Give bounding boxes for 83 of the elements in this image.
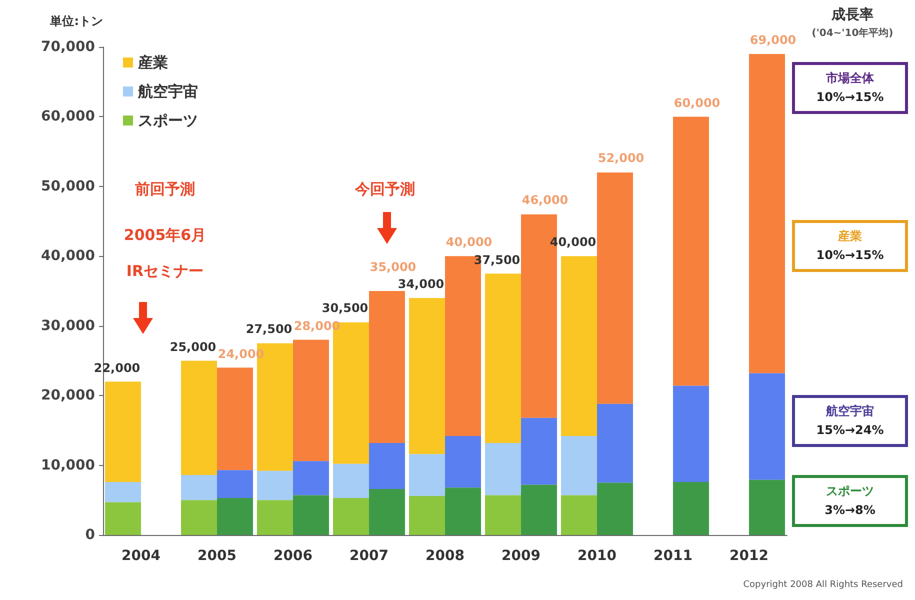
bar [333, 464, 369, 498]
y-tick-label: 70,000 [40, 39, 96, 55]
bar [369, 442, 405, 489]
bar [445, 436, 481, 488]
bar [749, 373, 785, 480]
annotation: 69,000 [748, 32, 798, 48]
bar [561, 436, 597, 496]
annotation: 34,000 [396, 276, 446, 292]
bar [485, 442, 521, 496]
bar [521, 418, 557, 485]
bar [333, 498, 369, 535]
bar [749, 54, 785, 374]
y-tick-label: 10,000 [40, 457, 96, 474]
bar [673, 116, 709, 386]
x-tick-label: 2006 [274, 548, 312, 564]
text: 産業 10%→15% [815, 228, 885, 264]
annotation: 今回予測 [354, 180, 416, 199]
bar [105, 482, 141, 502]
x-tick-label: 2010 [578, 548, 617, 564]
bar [749, 480, 785, 535]
x-tick-label: 2009 [502, 548, 540, 564]
bar [561, 495, 597, 535]
bar [217, 498, 253, 535]
y-tick-label: 40,000 [40, 248, 96, 264]
bar [293, 495, 329, 535]
bar [181, 360, 217, 476]
bar [485, 495, 521, 535]
bar [521, 484, 557, 535]
bar [293, 461, 329, 496]
x-tick-label: 2008 [426, 548, 464, 564]
x-tick-label: 2012 [730, 548, 768, 564]
bar [597, 482, 633, 535]
bar [217, 368, 253, 470]
y-tick-label: 60,000 [40, 108, 96, 125]
text: 市場全体 10%→15% [815, 70, 885, 106]
annotation: 前回予測 [134, 180, 196, 199]
annotation: 35,000 [368, 260, 418, 275]
bar [369, 291, 405, 443]
bar [409, 496, 445, 535]
bar [597, 404, 633, 483]
bar [673, 482, 709, 535]
annotation: 2005年6月 [122, 226, 208, 245]
legend-label: 航空宇宙 [137, 82, 198, 100]
bar [673, 386, 709, 482]
bar [293, 340, 329, 462]
bar [445, 488, 481, 535]
annotation: 46,000 [520, 193, 570, 208]
annotation: IRセミナー [125, 262, 205, 281]
bar [561, 256, 597, 436]
annotation: 25,000 [170, 340, 216, 354]
x-tick-label: 2011 [654, 548, 692, 564]
text: スポーツ 3%→8% [824, 483, 876, 519]
y-axis-title: 単位:トン [49, 14, 103, 28]
bar [181, 475, 217, 500]
bar [105, 502, 141, 535]
text: ('04~'10年平均) [812, 28, 894, 39]
bar [485, 274, 521, 443]
bar [409, 298, 445, 454]
legend-label: 産業 [137, 54, 168, 72]
y-tick-label: 30,000 [40, 318, 96, 334]
y-tick-label: 50,000 [40, 178, 96, 194]
bar [597, 172, 633, 404]
x-tick-label: 2007 [350, 548, 388, 564]
annotation: 60,000 [672, 96, 722, 111]
text: Copyright 2008 All Rights Reserved [743, 580, 903, 590]
y-tick-label: 0 [85, 527, 96, 543]
annotation: 30,500 [320, 301, 370, 316]
legend-label: スポーツ [138, 112, 198, 130]
bar [257, 470, 293, 500]
y-tick-label: 20,000 [40, 388, 96, 404]
bar [217, 470, 253, 498]
bar [257, 500, 293, 535]
annotation: 27,500 [246, 322, 292, 336]
x-tick-label: 2004 [122, 548, 161, 564]
bar [181, 500, 217, 535]
bar [369, 488, 405, 535]
text: 航空宇宙 15%→24% [815, 403, 885, 439]
bar [105, 382, 141, 482]
text: 成長率 [830, 6, 874, 24]
x-tick-label: 2005 [198, 548, 236, 564]
bar [409, 454, 445, 496]
annotation: 40,000 [444, 235, 494, 250]
annotation: 52,000 [596, 151, 646, 166]
